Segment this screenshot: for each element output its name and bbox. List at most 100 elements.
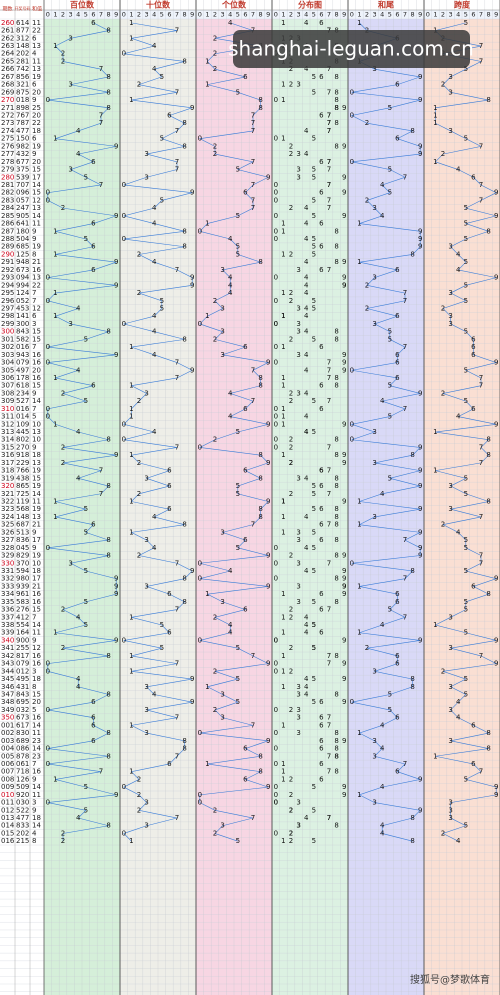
draw-number: 431 (16, 683, 29, 691)
sum-value: 14 (32, 621, 41, 629)
distribution-digit: 9 (342, 420, 346, 428)
distribution-digit: 0 (274, 320, 278, 328)
sum-value: 16 (32, 714, 41, 722)
distribution-digit: 0 (274, 189, 278, 197)
trend-digit: 2 (213, 829, 217, 837)
sum-value: 7 (32, 297, 36, 305)
period: 349 (1, 706, 14, 714)
distribution-digit: 6 (319, 405, 324, 413)
period: 335 (1, 598, 14, 606)
trend-digit: 9 (114, 258, 118, 266)
distribution-digit: 8 (334, 142, 338, 150)
trend-digit: 5 (464, 204, 468, 212)
distribution-digit: 4 (304, 235, 309, 243)
distribution-digit: 9 (342, 212, 346, 220)
trend-digit: 7 (403, 289, 407, 297)
distribution-digit: 8 (334, 88, 338, 96)
trend-digit: 8 (258, 96, 262, 104)
draw-number: 150 (16, 135, 29, 143)
distribution-digit: 1 (281, 837, 285, 845)
digit-header: 1 (433, 11, 437, 19)
distribution-digit: 8 (334, 729, 338, 737)
trend-digit: 6 (395, 768, 400, 776)
trend-digit: 1 (433, 112, 437, 120)
period: 279 (1, 166, 14, 174)
distribution-digit: 5 (312, 297, 316, 305)
trend-digit: 4 (228, 567, 233, 575)
draw-number: 094 (16, 274, 30, 282)
trend-digit: 7 (99, 119, 103, 127)
digit-header: 0 (198, 11, 202, 19)
trend-digit: 2 (213, 34, 217, 42)
distribution-digit: 0 (274, 405, 278, 413)
sum-value: 8 (32, 837, 36, 845)
distribution-digit: 4 (304, 258, 309, 266)
trend-digit: 5 (464, 567, 468, 575)
trend-digit: 5 (236, 482, 240, 490)
digit-header: 7 (175, 11, 179, 19)
trend-digit: 3 (68, 166, 72, 174)
draw-number: 052 (16, 297, 29, 305)
trend-digit: 0 (350, 436, 354, 444)
sum-value: 11 (32, 57, 41, 65)
period: 281 (1, 181, 14, 189)
watermark-box (233, 30, 470, 68)
period: 262 (1, 34, 14, 42)
sum-value: 23 (32, 752, 41, 760)
draw-number: 178 (16, 374, 29, 382)
trend-digit: 5 (388, 382, 392, 390)
trend-digit: 5 (388, 104, 392, 112)
digit-header: 8 (335, 11, 339, 19)
distribution-digit: 9 (342, 366, 346, 374)
trend-digit: 6 (395, 714, 400, 722)
trend-digit: 5 (388, 691, 392, 699)
distribution-digit: 0 (274, 235, 278, 243)
period: 319 (1, 474, 14, 482)
trend-digit: 5 (464, 544, 468, 552)
period: 328 (1, 544, 14, 552)
trend-digit: 7 (175, 166, 179, 174)
zone-title: 百位数 (70, 0, 95, 10)
draw-number: 725 (16, 490, 29, 498)
trend-digit: 1 (357, 19, 361, 27)
distribution-digit: 7 (327, 467, 331, 475)
trend-digit: 3 (144, 729, 148, 737)
period: 003 (1, 737, 14, 745)
period: 265 (1, 57, 14, 65)
trend-digit: 6 (395, 374, 400, 382)
digit-header: 0 (426, 11, 430, 19)
period: 343 (1, 660, 14, 668)
period: 344 (1, 667, 15, 675)
trend-digit: 9 (266, 359, 270, 367)
trend-digit: 3 (448, 243, 452, 251)
distribution-digit: 2 (289, 613, 293, 621)
draw-number: 202 (16, 829, 29, 837)
trend-digit: 2 (61, 204, 65, 212)
period: 346 (1, 683, 15, 691)
trend-digit: 5 (84, 621, 88, 629)
trend-digit: 4 (152, 428, 157, 436)
distribution-digit: 4 (304, 675, 309, 683)
period: 007 (1, 768, 14, 776)
distribution-digit: 8 (334, 552, 338, 560)
sum-value: 21 (32, 521, 41, 529)
distribution-digit: 6 (319, 698, 324, 706)
distribution-digit: 4 (304, 413, 309, 421)
trend-digit: 5 (464, 536, 468, 544)
sum-value: 14 (32, 822, 41, 830)
period: 261 (1, 27, 14, 35)
trend-digit: 8 (258, 382, 262, 390)
sum-value: 17 (32, 575, 41, 583)
distribution-digit: 2 (289, 806, 293, 814)
trend-digit: 9 (418, 528, 422, 536)
draw-number: 554 (16, 621, 30, 629)
period: 273 (1, 119, 14, 127)
sum-value: 22 (32, 27, 41, 35)
distribution-digit: 4 (304, 127, 309, 135)
distribution-digit: 8 (334, 374, 338, 382)
distribution-digit: 2 (289, 829, 293, 837)
distribution-digit: 9 (342, 498, 346, 506)
draw-number: 513 (16, 528, 29, 536)
draw-number: 695 (16, 698, 29, 706)
sum-value: 16 (32, 266, 41, 274)
